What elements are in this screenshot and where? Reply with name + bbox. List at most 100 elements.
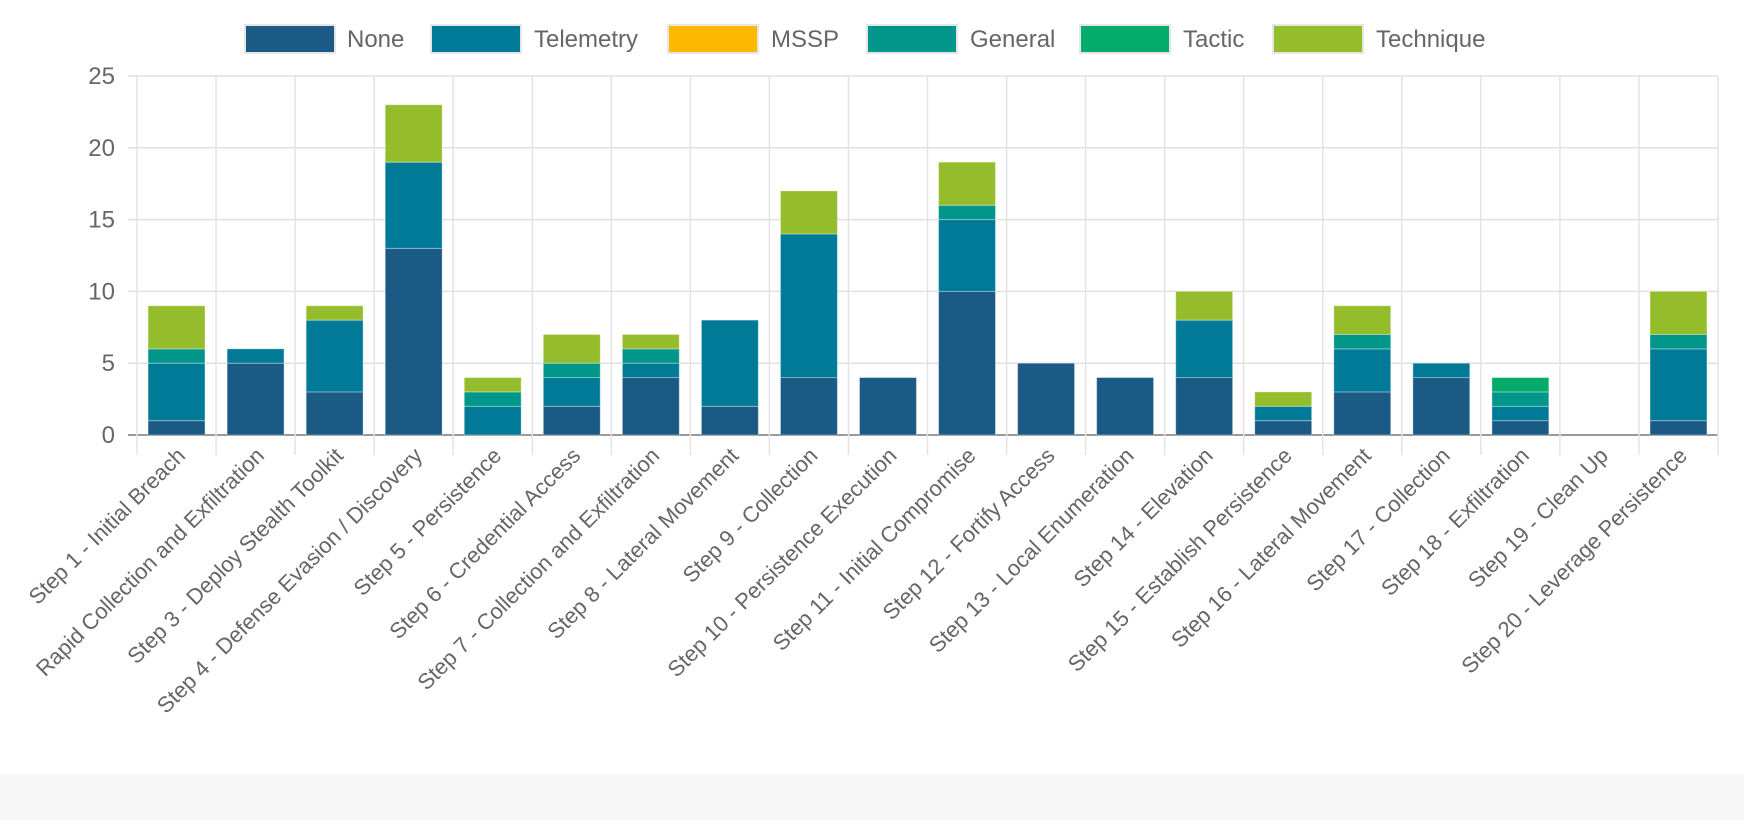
bar-segment-general[interactable] — [542, 362, 601, 379]
bar-segment-technique[interactable] — [305, 305, 364, 321]
bars — [147, 104, 1708, 436]
bar-stack-step-6-credential-access[interactable] — [542, 333, 601, 436]
bar-segment-general[interactable] — [1491, 391, 1550, 407]
y-tick-label: 10 — [88, 278, 115, 305]
legend-swatch — [669, 26, 757, 52]
legend-swatch — [432, 26, 520, 52]
bar-segment-none[interactable] — [621, 377, 680, 436]
bar-stack-step-17-collection[interactable] — [1412, 362, 1471, 436]
bar-segment-telemetry[interactable] — [1649, 348, 1708, 422]
bar-segment-technique[interactable] — [463, 377, 522, 393]
x-tick-label: Step 19 - Clean Up — [1463, 443, 1613, 593]
bar-stack-step-15-establish-persistence[interactable] — [1254, 391, 1313, 436]
bar-segment-none[interactable] — [938, 290, 996, 436]
bar-segment-none[interactable] — [226, 362, 285, 436]
bar-segment-technique[interactable] — [779, 190, 838, 235]
bar-stack-step-5-persistence[interactable] — [463, 377, 522, 436]
grid-lines — [128, 75, 1719, 455]
bar-stack-step-10-persistence-execution[interactable] — [859, 377, 917, 436]
bar-segment-telemetry[interactable] — [384, 161, 443, 249]
bar-segment-none[interactable] — [1254, 420, 1313, 436]
legend-swatch — [868, 26, 956, 52]
bar-segment-telemetry[interactable] — [700, 319, 759, 407]
bar-segment-general[interactable] — [1333, 333, 1392, 350]
bar-segment-none[interactable] — [1491, 420, 1550, 436]
bar-segment-none[interactable] — [1175, 377, 1234, 436]
bar-segment-telemetry[interactable] — [542, 377, 601, 407]
bar-segment-none[interactable] — [1017, 362, 1076, 436]
legend-item-general[interactable]: General — [866, 24, 1055, 54]
legend-label: Telemetry — [534, 26, 638, 53]
legend-label: MSSP — [771, 26, 839, 53]
bar-segment-technique[interactable] — [1649, 290, 1708, 335]
bar-stack-step-4-defense-evasion-discovery[interactable] — [384, 104, 443, 436]
y-tick-label: 0 — [102, 422, 115, 449]
bar-segment-general[interactable] — [463, 391, 522, 407]
legend-item-tactic[interactable]: Tactic — [1079, 24, 1244, 54]
bar-segment-telemetry[interactable] — [463, 405, 522, 436]
bar-segment-telemetry[interactable] — [1333, 348, 1392, 393]
legend-label: Technique — [1376, 26, 1485, 53]
bar-segment-telemetry[interactable] — [1175, 319, 1234, 379]
bar-stack-step-7-collection-and-exfiltration[interactable] — [621, 333, 680, 436]
bar-segment-none[interactable] — [384, 247, 443, 436]
bar-stack-step-9-collection[interactable] — [779, 190, 838, 436]
bar-segment-technique[interactable] — [621, 333, 680, 350]
bar-segment-technique[interactable] — [1254, 391, 1313, 407]
bar-segment-telemetry[interactable] — [226, 348, 285, 364]
bar-segment-none[interactable] — [700, 405, 759, 436]
bar-stack-rapid-collection-and-exfiltration[interactable] — [226, 348, 285, 436]
bar-stack-step-13-local-enumeration[interactable] — [1096, 377, 1155, 436]
bar-stack-step-3-deploy-stealth-toolkit[interactable] — [305, 305, 364, 436]
bar-segment-none[interactable] — [305, 391, 364, 436]
bar-segment-technique[interactable] — [938, 161, 996, 206]
bar-segment-technique[interactable] — [1175, 290, 1234, 321]
bar-segment-technique[interactable] — [1333, 305, 1392, 335]
bar-stack-step-16-lateral-movement[interactable] — [1333, 305, 1392, 436]
bar-stack-step-12-fortify-access[interactable] — [1017, 362, 1076, 436]
bar-stack-step-11-initial-compromise[interactable] — [938, 161, 996, 436]
y-axis: 0 5 10 15 20 25 — [88, 63, 115, 449]
bar-segment-technique[interactable] — [384, 104, 443, 163]
bar-segment-none[interactable] — [1096, 377, 1155, 436]
bar-stack-step-8-lateral-movement[interactable] — [700, 319, 759, 436]
y-tick-label: 20 — [88, 135, 115, 162]
bar-segment-general[interactable] — [147, 348, 206, 364]
bar-stack-step-1-initial-breach[interactable] — [147, 305, 206, 436]
bar-segment-telemetry[interactable] — [305, 319, 364, 393]
legend-item-telemetry[interactable]: Telemetry — [430, 24, 638, 54]
bar-stack-step-14-elevation[interactable] — [1175, 290, 1234, 436]
bar-segment-technique[interactable] — [147, 305, 206, 350]
bar-segment-general[interactable] — [621, 348, 680, 364]
bar-segment-telemetry[interactable] — [938, 219, 996, 292]
bar-segment-telemetry[interactable] — [147, 362, 206, 422]
legend: None Telemetry MSSP General Tactic Technique — [244, 24, 1485, 54]
bar-segment-telemetry[interactable] — [1254, 405, 1313, 422]
bar-segment-telemetry[interactable] — [1412, 362, 1471, 379]
bar-stack-step-18-exfiltration[interactable] — [1491, 377, 1550, 436]
x-tick-label: Step 18 - Exfiltration — [1376, 443, 1534, 601]
legend-swatch — [246, 26, 334, 52]
bar-segment-tactic[interactable] — [1491, 377, 1550, 393]
bar-segment-none[interactable] — [1412, 377, 1471, 436]
legend-item-mssp[interactable]: MSSP — [667, 24, 839, 54]
bar-segment-general[interactable] — [1649, 333, 1708, 350]
bar-segment-none[interactable] — [859, 377, 917, 436]
bar-segment-general[interactable] — [938, 204, 996, 221]
legend-item-none[interactable]: None — [244, 24, 404, 54]
bar-segment-none[interactable] — [1649, 420, 1708, 436]
bar-segment-none[interactable] — [147, 420, 206, 436]
x-tick-label: Step 17 - Collection — [1301, 443, 1454, 596]
bar-segment-technique[interactable] — [542, 333, 601, 364]
bar-segment-telemetry[interactable] — [621, 362, 680, 379]
bar-segment-none[interactable] — [542, 405, 601, 436]
bar-segment-none[interactable] — [1333, 391, 1392, 436]
bar-segment-none[interactable] — [779, 377, 838, 436]
bar-stack-step-20-leverage-persistence[interactable] — [1649, 290, 1708, 436]
y-tick-label: 25 — [88, 63, 115, 90]
bar-segment-telemetry[interactable] — [1491, 405, 1550, 422]
bar-segment-telemetry[interactable] — [779, 233, 838, 379]
legend-item-technique[interactable]: Technique — [1272, 24, 1485, 54]
